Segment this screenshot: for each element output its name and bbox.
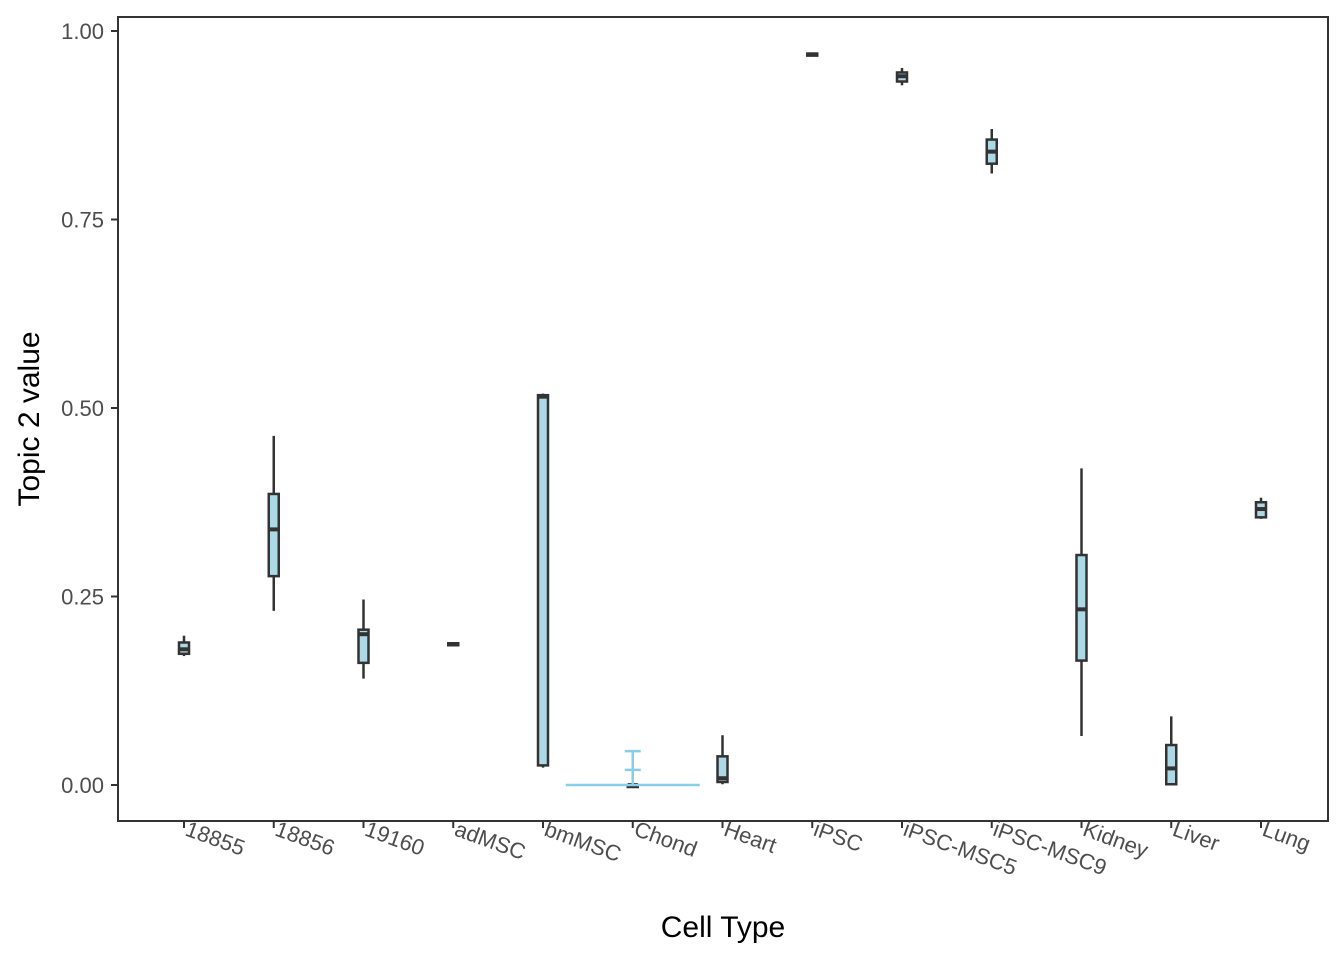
x-tick-label: Lung [1259,816,1314,856]
y-tick-label: 0.50 [61,396,104,421]
x-tick-label: Heart [721,816,780,858]
box-iqr [536,393,550,767]
x-tick-label: adMSC [452,816,530,865]
x-tick-label: Chond [631,816,700,862]
x-tick-label: 19160 [362,816,428,860]
box-ipsc [806,52,819,57]
box-iqr [357,628,370,665]
box-ipsc-msc5 [895,67,909,86]
x-tick-label: 18855 [182,816,248,860]
box-bmmsc [536,393,550,768]
y-tick-label: 1.00 [61,19,104,44]
x-tick-label: 18856 [272,816,338,860]
y-tick-label: 0.25 [61,585,104,610]
box-liver [1165,716,1178,786]
x-tick-label: bmMSC [541,816,624,867]
y-tick-label: 0.00 [61,773,104,798]
box-19160 [357,599,370,679]
x-axis: 18855 18856 19160 adMSC bmMSC Chond Heart iPSC i… [182,816,1314,880]
chond-overlay [565,749,700,787]
box-iqr [1165,743,1178,786]
x-axis-title: Cell Type [661,911,786,944]
plot-panel [117,16,1329,822]
box-series [177,52,1268,789]
box-heart [716,735,729,785]
box-lung [1254,497,1268,519]
box-kidney [1075,468,1088,736]
box-18855 [177,635,191,657]
x-tick-label: iPSC [811,816,867,857]
box-ipsc-msc9 [985,129,998,174]
y-axis: 0.00 0.25 0.50 0.75 1.00 [61,19,118,798]
y-tick-label: 0.75 [61,208,104,233]
x-tick-label: Liver [1170,816,1223,856]
box-iqr [267,492,280,578]
box-admsc [447,641,460,647]
box-iqr [716,755,729,784]
y-axis-title: Topic 2 value [13,331,46,506]
box-18856 [267,435,280,611]
